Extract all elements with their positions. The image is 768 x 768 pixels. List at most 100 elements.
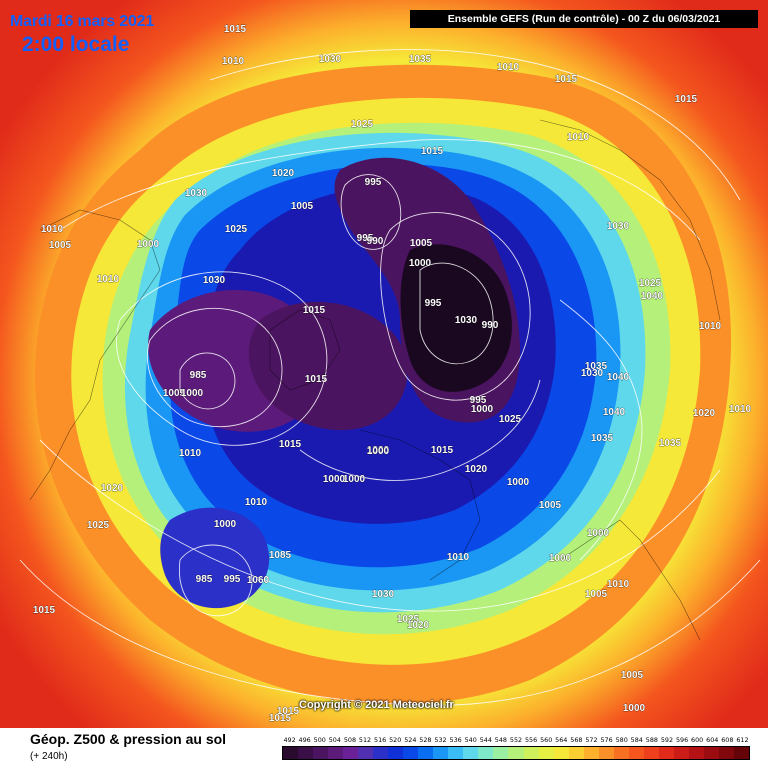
pressure-label: 1015 [675, 94, 698, 105]
pressure-label: 1010 [222, 56, 245, 67]
scale-swatch [733, 747, 749, 759]
isobar-12 [559, 299, 643, 561]
scale-label: 564 [555, 736, 568, 744]
scale-swatch [703, 747, 719, 759]
scale-swatch [358, 747, 374, 759]
scale-swatch [628, 747, 644, 759]
isobar-9 [39, 439, 721, 612]
scale-label: 568 [570, 736, 583, 744]
coast-europe [559, 519, 701, 641]
pressure-label: 1030 [203, 275, 226, 286]
scale-swatch [583, 747, 599, 759]
pressure-label: 1035 [585, 361, 608, 372]
scale-label: 512 [358, 736, 372, 744]
scale-swatch [658, 747, 674, 759]
pressure-label: 1030 [372, 589, 395, 600]
pressure-label: 1005 [163, 388, 186, 399]
scale-swatch [523, 747, 539, 759]
map-title: Géop. Z500 & pression au sol [30, 731, 227, 747]
legend-footer: Géop. Z500 & pression au sol (+ 240h) 49… [0, 728, 768, 768]
isobar-1 [116, 271, 328, 446]
pressure-label: 1005 [291, 201, 314, 212]
pressure-label: 1010 [497, 62, 520, 73]
pressure-label: 1005 [621, 670, 644, 681]
pressure-label: 1025 [351, 119, 374, 130]
scale-label: 540 [464, 736, 477, 744]
pressure-label: 1000 [507, 477, 530, 488]
coast-asia [539, 119, 721, 321]
pressure-label: 1030 [185, 188, 208, 199]
forecast-lead: (+ 240h) [30, 751, 68, 762]
pressure-label: 1005 [585, 589, 608, 600]
scale-swatch [508, 747, 524, 759]
pressure-label: 1040 [607, 372, 630, 383]
scale-label: 596 [675, 736, 689, 744]
scale-swatch [313, 747, 329, 759]
pressure-label: 1030 [581, 368, 604, 379]
scale-label: 600 [691, 736, 704, 744]
pressure-label: 1030 [455, 315, 478, 326]
pressure-label: 1005 [49, 240, 72, 251]
pressure-label: 1000 [623, 703, 646, 714]
coast-greenland [269, 309, 341, 391]
pressure-label: 995 [224, 574, 241, 585]
pressure-label: 1035 [591, 433, 614, 444]
scale-label: 556 [524, 736, 538, 744]
scale-swatch [388, 747, 404, 759]
scale-swatch [688, 747, 704, 759]
pressure-label: 1015 [224, 24, 247, 35]
scale-swatch [598, 747, 614, 759]
pressure-label: 995 [470, 395, 487, 406]
pressure-label: 1000 [137, 239, 160, 250]
scale-swatch [478, 747, 494, 759]
scale-label: 592 [660, 736, 674, 744]
pressure-label: 1025 [87, 520, 110, 531]
scale-label: 560 [540, 736, 553, 744]
coast-north-america [29, 209, 161, 501]
isobar-2 [146, 307, 283, 428]
scale-label: 608 [721, 736, 734, 744]
pressure-label: 1015 [431, 445, 454, 456]
scale-label: 504 [328, 736, 341, 744]
dark-core [400, 244, 512, 392]
pressure-label: 1035 [659, 438, 682, 449]
isobar-5 [419, 262, 494, 365]
pressure-label: 1000 [409, 258, 432, 269]
scale-label: 532 [434, 736, 447, 744]
pressure-label: 1035 [409, 54, 432, 65]
scale-swatch [673, 747, 689, 759]
pressure-label: 995 [357, 233, 374, 244]
pressure-label: 1010 [179, 448, 202, 459]
pressure-label: 1015 [303, 305, 326, 316]
pressure-label: 1030 [607, 221, 630, 232]
isobar-11 [19, 559, 761, 706]
pressure-label: 1010 [41, 224, 64, 235]
scale-swatch [373, 747, 389, 759]
scale-label: 612 [736, 736, 749, 744]
pressure-label: 1005 [539, 500, 562, 511]
pressure-label: 1015 [421, 146, 444, 157]
scale-swatch [418, 747, 434, 759]
purple-lobe-south [160, 507, 270, 609]
pressure-label: 1015 [279, 439, 302, 450]
scale-label: 544 [479, 736, 492, 744]
scale-label: 508 [343, 736, 357, 744]
pressure-label: 1000 [367, 446, 390, 457]
pressure-label: 1000 [471, 404, 494, 415]
pressure-label: 1040 [641, 291, 664, 302]
scale-swatch [298, 747, 314, 759]
isobar-6 [340, 174, 402, 250]
scale-swatch [448, 747, 464, 759]
purple-lobe-center [248, 301, 408, 431]
pressure-label: 1015 [555, 74, 578, 85]
scale-label: 584 [630, 736, 643, 744]
pressure-label: 1015 [305, 374, 328, 385]
isobar-4 [380, 212, 531, 401]
pressure-label: 1015 [33, 605, 56, 616]
pressure-label: 1025 [225, 224, 248, 235]
isobar-8 [59, 139, 701, 241]
pressure-label: 1000 [343, 474, 366, 485]
forecast-date: Mardi 16 mars 2021 [10, 13, 155, 30]
scale-swatch [538, 747, 554, 759]
scale-label: 588 [645, 736, 658, 744]
